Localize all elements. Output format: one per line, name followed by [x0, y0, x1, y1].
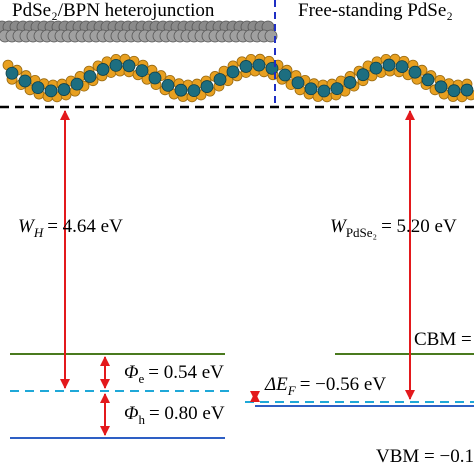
- atom-structure: [0, 20, 474, 103]
- atom: [330, 82, 344, 96]
- atom: [96, 63, 110, 76]
- atom: [291, 76, 305, 90]
- atom: [239, 60, 253, 73]
- delta-ef-label: ΔEF = −0.56 eV: [264, 374, 386, 398]
- left-title: PdSe₂/BPN heterojunction: [12, 0, 215, 21]
- atom: [44, 84, 58, 98]
- atom: [304, 82, 318, 96]
- atom: [317, 84, 331, 98]
- atom: [421, 73, 435, 87]
- atom: [161, 78, 175, 92]
- atom: [226, 65, 240, 79]
- atom: [265, 61, 279, 75]
- atom: [356, 68, 370, 82]
- atom: [5, 66, 19, 80]
- atom: [434, 80, 448, 94]
- atom: [70, 77, 84, 91]
- phi-h-label: Φh = 0.80 eV: [124, 403, 225, 427]
- atom: [122, 59, 136, 73]
- work-function-label: WH = 4.64 eV: [18, 216, 123, 240]
- atom: [408, 65, 422, 79]
- atom: [382, 58, 396, 72]
- atom: [343, 76, 357, 89]
- atom: [83, 70, 97, 83]
- atom: [109, 58, 123, 72]
- atom: [31, 81, 45, 95]
- atom: [369, 61, 383, 75]
- atom: [135, 64, 149, 78]
- atom: [395, 60, 409, 73]
- phi-e-label: Φe = 0.54 eV: [124, 362, 224, 386]
- vbm-label: VBM = −0.14 eV: [376, 446, 474, 467]
- atom: [174, 83, 188, 97]
- atom: [57, 83, 71, 96]
- atom: [447, 84, 461, 98]
- atom: [187, 84, 201, 98]
- atom: [278, 68, 292, 82]
- atom: [252, 58, 266, 72]
- atom: [460, 83, 474, 97]
- atom: [148, 71, 162, 85]
- right-title: Free-standing PdSe₂: [298, 0, 453, 21]
- atom: [200, 80, 214, 93]
- cbm-label: CBM =: [414, 329, 472, 350]
- atom: [18, 74, 32, 88]
- atom: [213, 73, 227, 86]
- work-function-label: WPdSe₂ = 5.20 eV: [330, 216, 457, 240]
